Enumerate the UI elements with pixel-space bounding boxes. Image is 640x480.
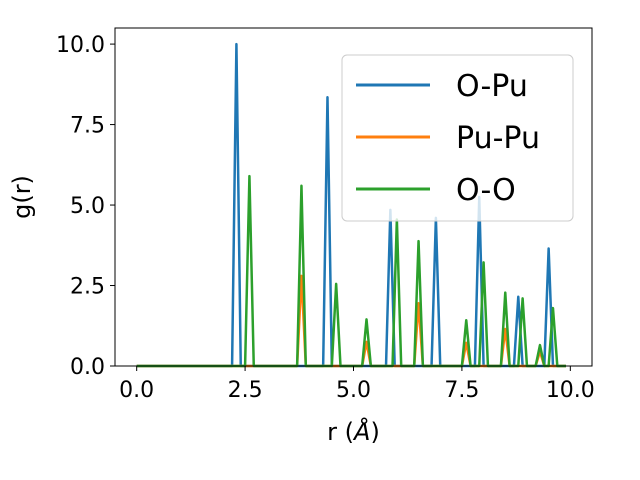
x-tick-label: 7.5	[444, 378, 479, 403]
legend: O-Pu Pu-Pu O-O	[341, 54, 574, 222]
ticks-layer: 0.0 2.5 5.0 7.5 10.0 0.0 2.5 5.0 7.5 10.0	[56, 33, 595, 403]
legend-label-o-pu: O-Pu	[456, 69, 528, 104]
x-tick-label: 0.0	[119, 378, 154, 403]
x-axis-label-symbol: Å	[352, 417, 370, 446]
legend-label-o-o: O-O	[456, 173, 516, 208]
y-tick-label: 7.5	[70, 114, 105, 139]
y-axis-label: g(r)	[8, 175, 36, 219]
x-tick-label: 10.0	[546, 378, 595, 403]
x-axis-label-prefix: r (	[327, 418, 354, 446]
x-axis-label-suffix: )	[370, 418, 379, 446]
y-tick-label: 2.5	[70, 275, 105, 300]
legend-box	[341, 54, 574, 222]
y-tick-label: 10.0	[56, 33, 105, 58]
x-axis-label: r (Å)	[327, 417, 380, 446]
x-tick-label: 2.5	[228, 378, 263, 403]
legend-label-pu-pu: Pu-Pu	[456, 121, 540, 156]
y-tick-label: 0.0	[70, 355, 105, 380]
y-tick-label: 5.0	[70, 194, 105, 219]
x-tick-label: 5.0	[336, 378, 371, 403]
